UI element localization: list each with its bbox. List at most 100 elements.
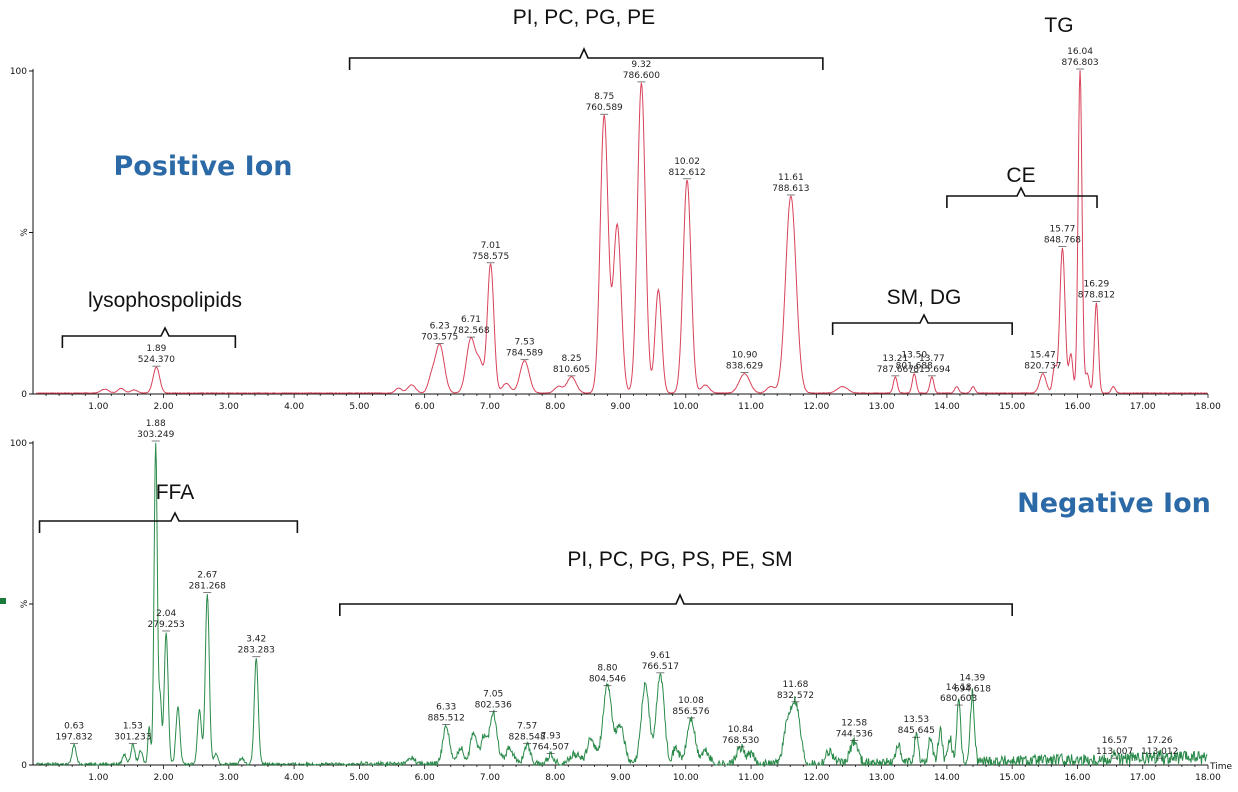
peak-retention-time: 1.88: [146, 419, 166, 429]
x-tick-label: 18.00: [1195, 773, 1221, 783]
peak-retention-time: 2.67: [197, 570, 217, 580]
peak-mz: 815.694: [913, 365, 950, 375]
peak-retention-time: 7.57: [517, 722, 537, 732]
x-tick-label: 7.00: [480, 773, 500, 783]
peak-retention-time: 6.33: [436, 702, 456, 712]
peak-mz: 113.012: [1141, 747, 1178, 757]
x-tick-label: 6.00: [415, 402, 435, 412]
peak-retention-time: 16.57: [1102, 736, 1128, 746]
group-label: TG: [1044, 14, 1073, 37]
peak-mz: 283.283: [238, 646, 275, 656]
peak-mz: 801.688: [896, 362, 933, 372]
peak-retention-time: 14.39: [959, 673, 985, 683]
peak-mz: 764.507: [532, 742, 569, 752]
peak-retention-time: 7.53: [515, 338, 535, 348]
group-label: SM, DG: [887, 286, 962, 309]
peak-mz: 878.812: [1078, 291, 1115, 301]
chromatogram-trace: [36, 70, 1208, 394]
peak-mz: 680.603: [940, 694, 977, 704]
peak-retention-time: 7.93: [541, 731, 561, 741]
peak-retention-time: 14.18: [946, 683, 972, 693]
peak-retention-time: 6.71: [461, 315, 481, 325]
peak-mz: 703.575: [421, 333, 458, 343]
peak-mz: 787.667: [877, 365, 914, 375]
x-tick-label: 14.00: [934, 773, 960, 783]
group-bracket: TG: [1044, 14, 1073, 37]
x-tick-label: 7.00: [480, 402, 500, 412]
peak-mz: 804.546: [589, 675, 626, 685]
peak-mz: 197.832: [56, 733, 93, 743]
peak-mz: 788.613: [772, 184, 809, 194]
peak-retention-time: 7.01: [481, 241, 501, 251]
positive-ion-panel: 100% 0 1.00 2.00 3.00 4.00 5.00 6.00 7.00 8.00 9.0…: [10, 6, 1221, 412]
peak-mz: 766.517: [642, 662, 679, 672]
x-axis-label: Time: [1209, 762, 1232, 772]
peak-mz: 524.370: [138, 355, 175, 365]
peak-retention-time: 13.21: [882, 354, 908, 364]
x-tick-label: 16.00: [1065, 402, 1091, 412]
bracket-line: [831, 313, 1013, 335]
peak-retention-time: 3.42: [246, 635, 266, 645]
y-tick-label: %: [20, 599, 30, 608]
group-label: CE: [1006, 164, 1035, 187]
peak-retention-time: 15.47: [1030, 351, 1056, 361]
x-tick-label: 9.00: [610, 402, 630, 412]
y-tick-label: 100: [10, 67, 27, 77]
x-tick-label: 4.00: [284, 773, 304, 783]
green-marker: [0, 598, 6, 604]
y-tick-label: 100: [10, 439, 27, 449]
x-tick-label: 10.00: [673, 773, 699, 783]
x-tick-label: 10.00: [673, 402, 699, 412]
peak-retention-time: 1.89: [146, 344, 166, 354]
group-bracket: PI, PC, PG, PS, PE, SM: [339, 548, 1013, 616]
peak-retention-time: 9.61: [650, 651, 670, 661]
y-tick-label: 0: [21, 761, 27, 771]
x-tick-label: 8.00: [545, 773, 565, 783]
x-tick-label: 12.00: [803, 402, 829, 412]
peak-retention-time: 12.58: [841, 718, 867, 728]
bracket-line: [38, 511, 299, 533]
peak-mz: 113.007: [1096, 747, 1133, 757]
peak-mz: 820.737: [1024, 362, 1061, 372]
peak-mz: 802.536: [475, 700, 512, 710]
peak-mz: 810.605: [553, 365, 590, 375]
peak-retention-time: 15.77: [1050, 225, 1076, 235]
peak-mz: 694.618: [954, 684, 991, 694]
x-tick-label: 1.00: [88, 402, 108, 412]
peak-retention-time: 7.05: [483, 689, 503, 699]
bracket-line: [946, 186, 1098, 208]
peak-mz: 876.803: [1061, 58, 1098, 68]
bracket-line: [339, 593, 1013, 616]
x-tick-label: 2.00: [154, 402, 174, 412]
x-tick-label: 11.00: [738, 402, 764, 412]
peak-retention-time: 13.53: [903, 715, 929, 725]
peak-mz: 784.589: [506, 349, 543, 359]
peak-mz: 845.645: [898, 726, 935, 736]
group-label: PI, PC, PG, PE: [513, 6, 655, 29]
peak-mz: 812.612: [668, 168, 705, 178]
x-tick-label: 9.00: [610, 773, 630, 783]
peak-mz: 279.253: [148, 620, 185, 630]
peak-retention-time: 11.61: [778, 173, 804, 183]
peak-mz: 856.576: [672, 707, 709, 717]
peak-retention-time: 10.08: [678, 696, 704, 706]
